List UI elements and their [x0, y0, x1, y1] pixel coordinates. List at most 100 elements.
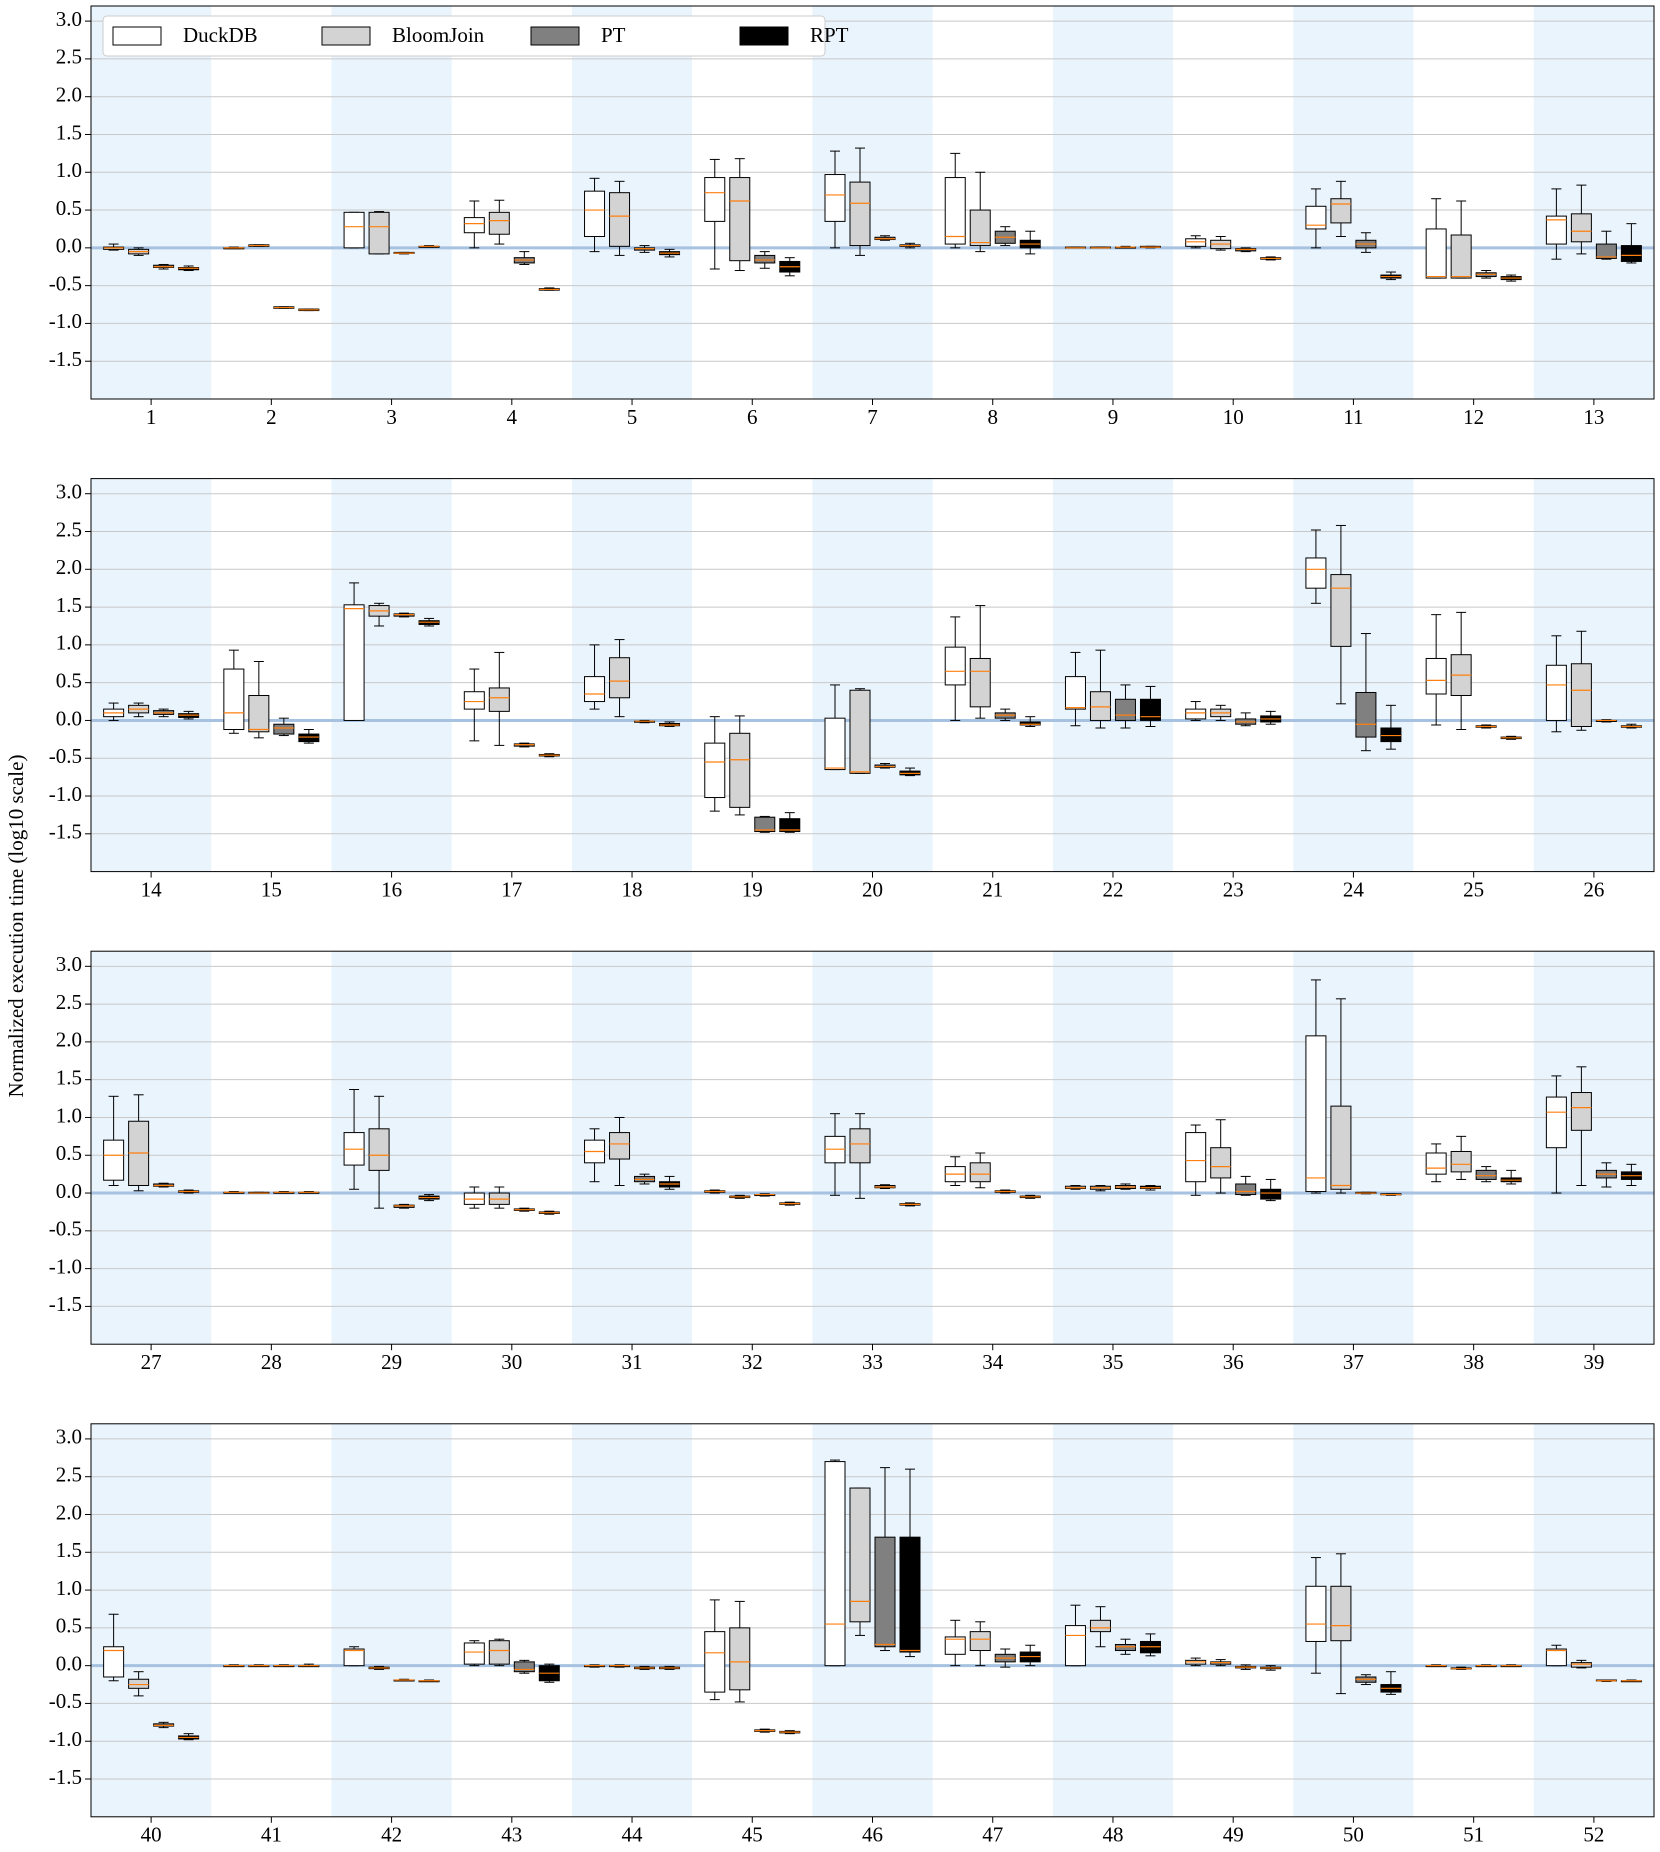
- box: [1330, 574, 1352, 647]
- box: [824, 717, 846, 771]
- box: [1305, 557, 1327, 589]
- box: [944, 646, 966, 686]
- y-tick-label: 1.0: [56, 1103, 82, 1127]
- box: [754, 816, 776, 833]
- box: [223, 668, 245, 731]
- legend-swatch: [112, 26, 162, 46]
- x-tick-label: 3: [386, 405, 397, 429]
- y-tick-label: 0.5: [56, 1141, 82, 1165]
- category-band: [1052, 1423, 1174, 1817]
- x-tick-label: 31: [622, 1350, 643, 1374]
- box: [1595, 243, 1617, 259]
- legend-swatch: [530, 26, 580, 46]
- x-tick-label: 28: [261, 1350, 282, 1374]
- box: [1475, 1169, 1497, 1180]
- x-tick-label: 20: [862, 877, 883, 901]
- box: [704, 177, 726, 222]
- box: [1380, 727, 1402, 743]
- box: [298, 733, 320, 743]
- plot-frame: [90, 478, 1655, 873]
- x-tick-label: 6: [747, 405, 758, 429]
- box: [1185, 238, 1207, 247]
- x-tick-label: 1: [146, 405, 157, 429]
- y-tick-label: -1.5: [49, 1765, 82, 1789]
- y-tick-label: -1.5: [49, 1292, 82, 1316]
- box: [704, 1631, 726, 1693]
- box: [488, 1640, 510, 1665]
- y-tick-label: 0.5: [56, 1614, 82, 1638]
- box: [1570, 1662, 1592, 1668]
- x-tick-label: 47: [982, 1823, 1003, 1847]
- x-tick-label: 17: [501, 877, 522, 901]
- x-tick-label: 22: [1102, 877, 1123, 901]
- y-tick-label: -0.5: [49, 1217, 82, 1241]
- category-band: [571, 1423, 693, 1817]
- box: [1545, 1648, 1567, 1667]
- x-tick-label: 14: [141, 877, 163, 901]
- box: [1260, 1188, 1282, 1200]
- x-tick-label: 16: [381, 877, 402, 901]
- box: [368, 211, 390, 255]
- x-tick-label: 25: [1463, 877, 1484, 901]
- box: [1114, 698, 1136, 721]
- box: [1450, 234, 1472, 279]
- box: [849, 181, 871, 247]
- box: [368, 1128, 390, 1171]
- y-tick-label: 0.5: [56, 196, 82, 220]
- x-tick-label: 49: [1223, 1823, 1244, 1847]
- box: [824, 174, 846, 222]
- x-tick-label: 9: [1108, 405, 1119, 429]
- x-tick-label: 52: [1583, 1823, 1604, 1847]
- y-tick-label: -1.0: [49, 782, 82, 806]
- box: [1620, 245, 1642, 262]
- y-tick-label: -1.0: [49, 1254, 82, 1278]
- box: [128, 1678, 150, 1689]
- legend-label: BloomJoin: [392, 23, 485, 47]
- x-tick-label: 48: [1102, 1823, 1123, 1847]
- x-tick-label: 51: [1463, 1823, 1484, 1847]
- x-tick-label: 43: [501, 1823, 522, 1847]
- box: [1235, 1183, 1257, 1196]
- category-band: [91, 1423, 212, 1817]
- box: [1545, 664, 1567, 721]
- box: [969, 1162, 991, 1183]
- box: [944, 1636, 966, 1655]
- legend-swatch: [321, 26, 371, 46]
- box: [969, 209, 991, 247]
- box: [1570, 663, 1592, 727]
- y-tick-label: 1.5: [56, 120, 82, 144]
- y-tick-label: -0.5: [49, 744, 82, 768]
- x-tick-label: 10: [1223, 405, 1244, 429]
- box: [103, 1646, 125, 1678]
- y-tick-label: 3.0: [56, 480, 82, 504]
- x-tick-label: 35: [1102, 1350, 1123, 1374]
- x-tick-label: 38: [1463, 1350, 1484, 1374]
- legend-label: PT: [601, 23, 626, 47]
- box: [463, 691, 485, 710]
- plot-frame: [90, 1423, 1655, 1818]
- x-tick-label: 37: [1343, 1350, 1364, 1374]
- box: [1425, 228, 1447, 279]
- category-band: [1533, 6, 1654, 399]
- box: [1355, 691, 1377, 738]
- box: [609, 1132, 631, 1160]
- legend-frame: [102, 15, 826, 57]
- x-tick-label: 36: [1223, 1350, 1244, 1374]
- category-band: [331, 1423, 452, 1817]
- x-tick-label: 29: [381, 1350, 402, 1374]
- y-tick-label: -0.5: [49, 271, 82, 295]
- category-band: [1052, 6, 1174, 399]
- y-tick-label: 2.5: [56, 990, 82, 1014]
- x-tick-label: 30: [501, 1350, 522, 1374]
- plot-frame: [90, 950, 1655, 1345]
- category-band: [1533, 1423, 1654, 1817]
- category-band: [571, 478, 693, 872]
- y-tick-label: 3.0: [56, 952, 82, 976]
- x-tick-label: 23: [1223, 877, 1244, 901]
- y-tick-label: 2.0: [56, 1028, 82, 1052]
- plot-frame: [90, 5, 1655, 400]
- y-tick-label: 2.0: [56, 555, 82, 579]
- box: [1019, 721, 1041, 726]
- x-tick-label: 41: [261, 1823, 282, 1847]
